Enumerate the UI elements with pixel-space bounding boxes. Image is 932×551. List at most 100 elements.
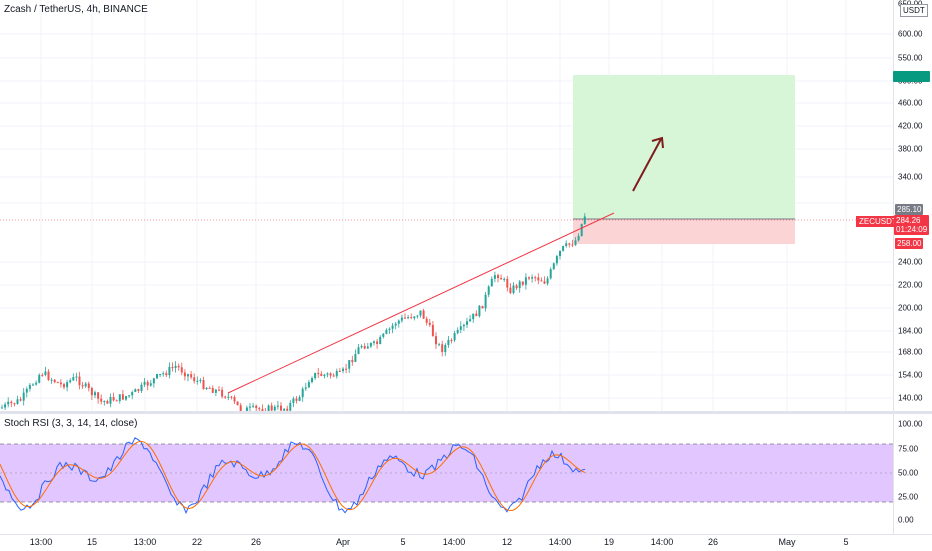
trendline[interactable]	[227, 212, 615, 394]
candle-body	[193, 377, 196, 382]
candle-body	[118, 394, 121, 401]
candle-body	[462, 324, 465, 327]
candle-body	[292, 398, 295, 403]
candle-body	[199, 379, 202, 381]
candle-body	[261, 409, 264, 411]
candle-body	[171, 366, 174, 369]
candle-body	[162, 373, 165, 375]
candle-body	[276, 405, 279, 407]
candle-body	[1, 407, 3, 409]
price-chart[interactable]	[0, 0, 893, 411]
candle-body	[335, 371, 338, 377]
osc-tick: 100.00	[898, 419, 923, 429]
candle-body	[289, 402, 292, 411]
candle-body	[404, 317, 406, 319]
candle-body	[385, 329, 388, 334]
candle-body	[227, 396, 230, 398]
candle-body	[354, 353, 357, 363]
candle-body	[422, 310, 425, 319]
candle-body	[524, 277, 527, 285]
symbol-title[interactable]: Zcash / TetherUS, 4h, BINANCE	[4, 4, 148, 15]
candle-body	[146, 381, 149, 386]
candle-body	[81, 385, 84, 387]
candle-body	[447, 339, 450, 346]
candlesticks	[1, 213, 586, 411]
candle-body	[407, 317, 410, 319]
candle-body	[267, 405, 270, 411]
price-tick: 140.00	[898, 393, 923, 403]
time-label: 14:00	[442, 537, 466, 547]
candle-body	[466, 321, 468, 325]
candle-body	[75, 376, 78, 378]
osc-tick: 25.00	[898, 492, 919, 502]
candle-body	[345, 368, 348, 370]
price-tick: 340.00	[898, 172, 923, 182]
osc-tick: 0.00	[898, 515, 914, 525]
price-tick: 184.00	[898, 326, 923, 336]
stop-zone[interactable]	[573, 219, 795, 244]
time-label: Apr	[335, 537, 351, 547]
candle-body	[497, 275, 499, 278]
candle-body	[528, 277, 530, 279]
last-price-badge: 284.26 01:24:09	[894, 215, 930, 235]
candle-body	[298, 397, 301, 401]
candle-body	[379, 336, 382, 344]
price-tick: 420.00	[898, 121, 923, 131]
time-grid	[40, 0, 847, 411]
time-axis[interactable]: 13:00 15 13:00 22 26 Apr 5 14:00 12 14:0…	[0, 534, 932, 551]
candle-body	[128, 395, 131, 397]
candle-body	[10, 401, 13, 404]
candle-body	[143, 381, 146, 385]
oscillator-scale[interactable]: 100.00 75.00 50.00 25.00 0.00	[893, 414, 932, 534]
candle-body	[425, 318, 428, 323]
candle-body	[109, 397, 112, 404]
candle-body	[366, 346, 369, 349]
candle-body	[7, 401, 10, 405]
candle-body	[453, 333, 456, 341]
candle-body	[577, 235, 580, 241]
candle-body	[342, 368, 344, 372]
candle-body	[280, 405, 282, 411]
candle-body	[540, 280, 543, 282]
candle-body	[208, 387, 211, 389]
candle-body	[28, 385, 31, 389]
osc-tick: 50.00	[898, 468, 919, 478]
candle-body	[273, 406, 276, 411]
candle-body	[44, 371, 47, 376]
bar-countdown: 01:24:09	[896, 225, 928, 234]
price-pane[interactable]: Zcash / TetherUS, 4h, BINANCE	[0, 0, 893, 411]
candle-body	[394, 323, 397, 326]
candle-body	[397, 320, 400, 324]
indicator-title[interactable]: Stoch RSI (3, 3, 14, 14, close)	[4, 418, 138, 429]
price-tick: 154.00	[898, 370, 923, 380]
pane-separator[interactable]	[0, 411, 932, 414]
candle-body	[304, 387, 307, 389]
candle-body	[121, 394, 124, 400]
candle-body	[500, 277, 503, 280]
candle-body	[112, 397, 115, 401]
candle-body	[245, 407, 248, 411]
stoch-rsi-pane[interactable]: Stoch RSI (3, 3, 14, 14, close)	[0, 414, 893, 534]
candle-body	[4, 404, 7, 408]
candle-body	[531, 277, 534, 279]
candle-body	[515, 285, 518, 289]
candle-body	[165, 373, 168, 376]
target-zone[interactable]	[573, 75, 795, 219]
candle-body	[332, 375, 335, 377]
currency-button[interactable]: USDT	[900, 4, 928, 17]
up-arrow-drawing[interactable]	[632, 136, 664, 192]
candle-body	[419, 310, 422, 316]
candle-body	[348, 360, 351, 369]
candle-body	[56, 382, 59, 384]
candle-body	[19, 399, 22, 401]
candle-body	[391, 325, 394, 329]
candle-body	[351, 360, 354, 363]
time-label: May	[778, 537, 796, 547]
candle-body	[487, 286, 490, 295]
candle-body	[38, 374, 41, 383]
candle-body	[196, 380, 199, 382]
candle-body	[329, 373, 332, 376]
osc-tick: 75.00	[898, 444, 919, 454]
candle-body	[450, 339, 453, 341]
